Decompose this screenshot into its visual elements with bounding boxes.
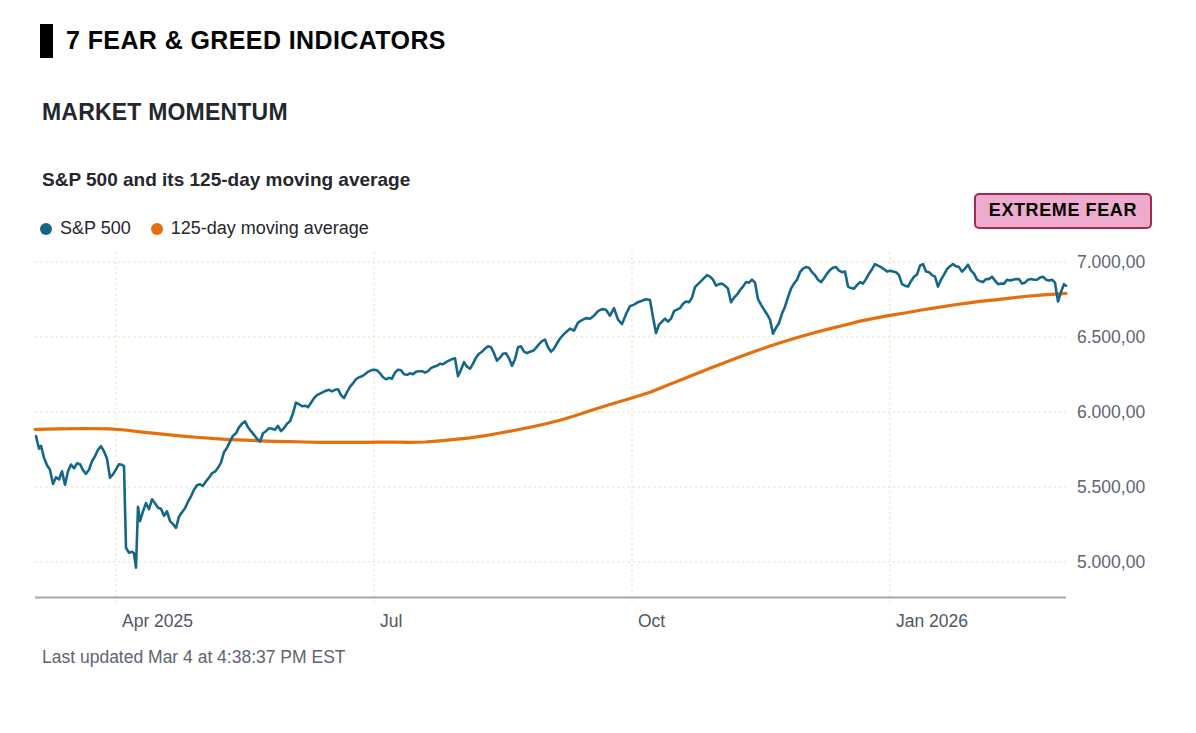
moving-average-legend-dot-icon <box>151 223 163 235</box>
header-accent-bar <box>40 24 53 58</box>
moving-average-legend-label: 125-day moving average <box>171 218 369 239</box>
section-title: MARKET MOMENTUM <box>42 99 288 126</box>
y-tick-label: 7.000,00 <box>1077 252 1145 273</box>
last-updated-text: Last updated Mar 4 at 4:38:37 PM EST <box>42 647 346 668</box>
x-tick-label: Jul <box>380 611 402 632</box>
sp500-line <box>36 264 1066 568</box>
x-tick-label: Jan 2026 <box>896 611 968 632</box>
page-title: 7 FEAR & GREED INDICATORS <box>66 26 446 55</box>
y-tick-label: 5.500,00 <box>1077 477 1145 498</box>
y-tick-label: 6.000,00 <box>1077 402 1145 423</box>
chart-legend: S&P 500 125-day moving average <box>40 218 369 239</box>
legend-item-sp500: S&P 500 <box>40 218 131 239</box>
y-tick-label: 6.500,00 <box>1077 327 1145 348</box>
y-tick-label: 5.000,00 <box>1077 552 1145 573</box>
fear-greed-market-momentum-page: 7 FEAR & GREED INDICATORS MARKET MOMENTU… <box>0 0 1196 733</box>
moving-average-line <box>35 293 1066 442</box>
chart-subtitle: S&P 500 and its 125-day moving average <box>42 169 410 191</box>
legend-item-moving-average: 125-day moving average <box>151 218 369 239</box>
x-tick-label: Oct <box>638 611 665 632</box>
x-tick-label: Apr 2025 <box>122 611 193 632</box>
status-badge: EXTREME FEAR <box>974 193 1152 229</box>
sp500-legend-label: S&P 500 <box>60 218 131 239</box>
sp500-legend-dot-icon <box>40 223 52 235</box>
